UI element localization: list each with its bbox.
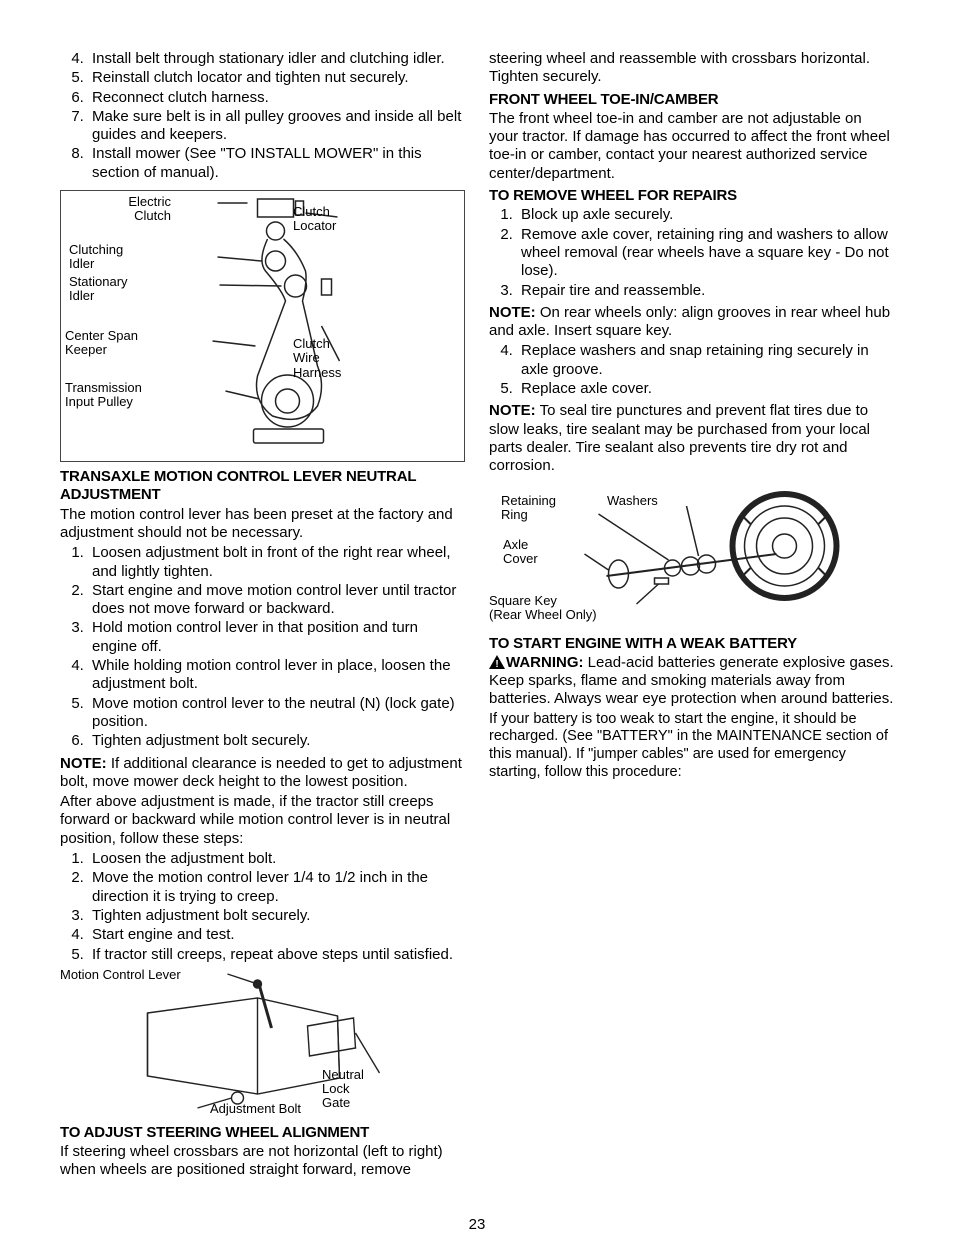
list-item: Repair tire and reassemble. (517, 282, 894, 300)
label-retaining-ring: RetainingRing (501, 494, 556, 523)
warning-block: !WARNING: Lead-acid batteries generate e… (489, 654, 894, 709)
creep-adjustment-list: Loosen the adjustment bolt. Move the mot… (60, 850, 465, 964)
list-item: Install mower (See "TO INSTALL MOWER" in… (88, 145, 465, 182)
label-transmission-input-pulley: TransmissionInput Pulley (65, 381, 142, 410)
list-item: Replace axle cover. (517, 380, 894, 398)
para-after-adjust: After above adjustment is made, if the t… (60, 793, 465, 848)
note-label: NOTE: (489, 402, 536, 419)
heading-transaxle-neutral: TRANSAXLE MOTION CONTROL LEVER NEUTRAL A… (60, 468, 465, 505)
remove-wheel-list: Block up axle securely. Remove axle cove… (489, 206, 894, 299)
label-center-span-keeper: Center SpanKeeper (65, 329, 138, 358)
note-tire-sealant: NOTE: To seal tire punctures and prevent… (489, 402, 894, 475)
label-stationary-idler: StationaryIdler (69, 275, 128, 304)
list-item: Move the motion control lever 1/4 to 1/2… (88, 869, 465, 906)
list-item: Reinstall clutch locator and tighten nut… (88, 69, 465, 87)
list-item: Start engine and move motion control lev… (88, 582, 465, 619)
list-item: While holding motion control lever in pl… (88, 657, 465, 694)
heading-steering-alignment: TO ADJUST STEERING WHEEL ALIGNMENT (60, 1124, 465, 1142)
warning-icon: ! (489, 655, 505, 669)
para-battery: If your battery is too weak to start the… (489, 711, 894, 782)
para-front-wheel: The front wheel toe-in and camber are no… (489, 110, 894, 183)
list-item: Remove axle cover, retaining ring and wa… (517, 226, 894, 281)
label-adjustment-bolt: Adjustment Bolt (210, 1102, 301, 1116)
heading-front-wheel: FRONT WHEEL TOE-IN/CAMBER (489, 91, 894, 109)
label-electric-clutch: ElectricClutch (119, 195, 171, 224)
list-item: Hold motion control lever in that positi… (88, 619, 465, 656)
note-label: NOTE: (60, 755, 107, 772)
list-item: Make sure belt is in all pulley grooves … (88, 108, 465, 145)
label-neutral-lock-gate: NeutralLockGate (322, 1068, 364, 1111)
label-clutching-idler: ClutchingIdler (69, 243, 123, 272)
warning-label: WARNING: (506, 654, 584, 671)
list-item: Move motion control lever to the neutral… (88, 695, 465, 732)
list-item: If tractor still creeps, repeat above st… (88, 946, 465, 964)
list-item: Tighten adjustment bolt securely. (88, 732, 465, 750)
install-belt-list-continued: Install belt through stationary idler an… (60, 50, 465, 182)
label-square-key: Square Key(Rear Wheel Only) (489, 594, 597, 623)
label-clutch-locator: ClutchLocator (293, 205, 336, 234)
label-clutch-wire-harness: ClutchWireHarness (293, 337, 341, 380)
motion-lever-diagram: Motion Control Lever Adjustment Bolt Neu… (60, 968, 465, 1118)
wheel-assembly-diagram: RetainingRing Washers AxleCover Square K… (489, 484, 894, 629)
note-rear-wheels: NOTE: On rear wheels only: align grooves… (489, 304, 894, 341)
list-item: Start engine and test. (88, 926, 465, 944)
note-text: If additional clearance is needed to get… (60, 755, 462, 790)
list-item: Tighten adjustment bolt securely. (88, 907, 465, 925)
belt-routing-diagram: ElectricClutch ClutchLocator ClutchingId… (60, 190, 465, 462)
page-number: 23 (0, 1216, 954, 1234)
label-axle-cover: AxleCover (503, 538, 538, 567)
list-item: Loosen adjustment bolt in front of the r… (88, 544, 465, 581)
label-motion-control-lever: Motion Control Lever (60, 968, 181, 982)
note-text: To seal tire punctures and prevent flat … (489, 402, 870, 474)
list-item: Replace washers and snap retaining ring … (517, 342, 894, 379)
list-item: Loosen the adjustment bolt. (88, 850, 465, 868)
note-text: On rear wheels only: align grooves in re… (489, 304, 890, 339)
neutral-adjustment-list: Loosen adjustment bolt in front of the r… (60, 544, 465, 750)
svg-text:!: ! (495, 659, 498, 669)
para-transaxle-intro: The motion control lever has been preset… (60, 506, 465, 543)
note-clearance: NOTE: If additional clearance is needed … (60, 755, 465, 792)
heading-remove-wheel: TO REMOVE WHEEL FOR REPAIRS (489, 187, 894, 205)
list-item: Install belt through stationary idler an… (88, 50, 465, 68)
list-item: Reconnect clutch harness. (88, 89, 465, 107)
heading-weak-battery: TO START ENGINE WITH A WEAK BATTERY (489, 635, 894, 653)
remove-wheel-list-continued: Replace washers and snap retaining ring … (489, 342, 894, 398)
label-washers: Washers (607, 494, 658, 508)
note-label: NOTE: (489, 304, 536, 321)
list-item: Block up axle securely. (517, 206, 894, 224)
